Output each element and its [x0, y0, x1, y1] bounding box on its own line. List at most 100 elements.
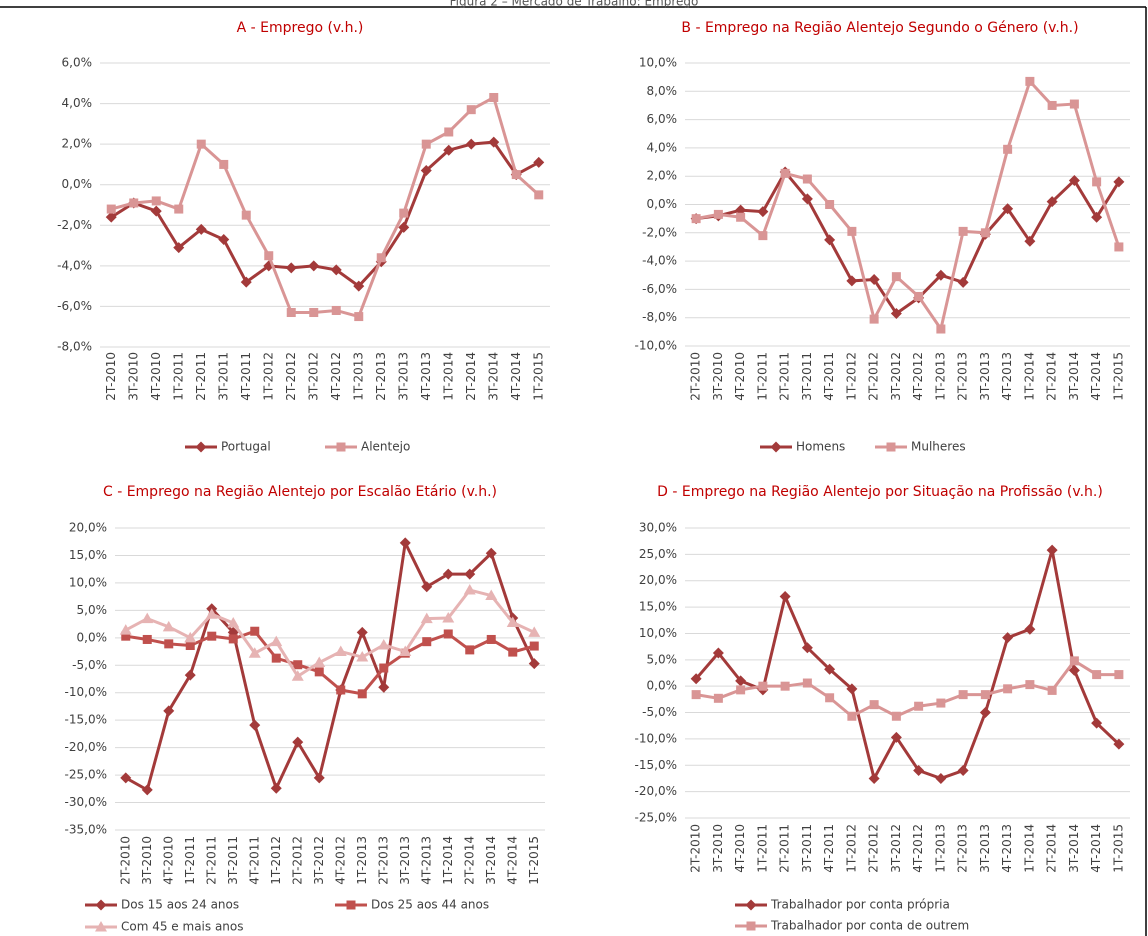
- x-tick-label: 2T-2011: [194, 352, 208, 401]
- data-point: [195, 223, 207, 235]
- x-tick-label: 3T-2010: [711, 352, 725, 401]
- data-point: [758, 681, 768, 691]
- legend-label: Trabalhador por conta de outrem: [770, 919, 969, 933]
- y-tick-label: -6,0%: [57, 299, 92, 313]
- data-point: [227, 616, 240, 628]
- data-point: [142, 634, 152, 644]
- data-point: [240, 276, 252, 288]
- x-tick-label: 2T-2011: [778, 824, 792, 873]
- data-point: [264, 251, 274, 261]
- data-point: [270, 782, 282, 794]
- y-tick-label: -35,0%: [65, 823, 107, 837]
- data-point: [356, 651, 369, 662]
- data-point: [980, 228, 990, 238]
- data-point: [802, 174, 812, 184]
- data-point: [443, 144, 455, 156]
- data-point: [163, 705, 175, 717]
- x-tick-label: 4T-2014: [509, 352, 523, 401]
- data-point: [713, 693, 723, 703]
- data-point: [141, 784, 153, 796]
- legend-label: Mulheres: [911, 440, 966, 454]
- data-point: [1046, 196, 1058, 208]
- data-point: [420, 165, 432, 177]
- x-tick-label: 1T-2012: [844, 352, 858, 401]
- chart-title: C - Emprego na Região Alentejo por Escal…: [103, 484, 497, 500]
- data-point: [241, 210, 251, 220]
- data-point: [120, 772, 132, 784]
- data-point: [442, 612, 455, 623]
- data-point: [958, 226, 968, 236]
- data-point: [249, 719, 261, 731]
- data-point: [421, 581, 433, 593]
- data-point: [824, 663, 836, 675]
- y-tick-label: 20,0%: [639, 573, 677, 587]
- data-point: [196, 139, 206, 149]
- data-point: [1092, 670, 1102, 680]
- data-point: [533, 156, 545, 168]
- legend-label: Trabalhador por conta própria: [770, 898, 950, 912]
- data-point: [1091, 211, 1103, 223]
- y-tick-label: 15,0%: [69, 548, 107, 562]
- data-point: [529, 641, 539, 651]
- x-tick-label: 2T-2012: [290, 836, 304, 885]
- legend-marker: [195, 441, 207, 453]
- x-tick-label: 2T-2012: [867, 824, 881, 873]
- x-tick-label: 3T-2013: [398, 836, 412, 885]
- data-point: [1025, 76, 1035, 86]
- data-point: [1047, 685, 1057, 695]
- data-point: [935, 772, 947, 784]
- data-point: [846, 275, 858, 287]
- x-tick-label: 4T-2014: [1089, 352, 1103, 401]
- x-tick-label: 2T-2010: [689, 352, 703, 401]
- x-tick-label: 1T-2014: [1022, 824, 1036, 873]
- series-line: [695, 169, 1121, 316]
- y-tick-label: 30,0%: [639, 521, 677, 535]
- data-point: [399, 537, 411, 549]
- x-tick-label: 3T-2011: [800, 352, 814, 401]
- x-tick-label: 3T-2014: [1067, 824, 1081, 873]
- x-tick-label: 1T-2013: [351, 352, 365, 401]
- legend-label: Portugal: [221, 440, 271, 454]
- data-point: [313, 772, 325, 784]
- series-line: [125, 588, 535, 679]
- data-point: [890, 307, 902, 319]
- x-tick-label: 4T-2012: [911, 352, 925, 401]
- data-point: [106, 204, 116, 214]
- x-tick-label: 1T-2013: [355, 836, 369, 885]
- x-tick-label: 1T-2012: [844, 824, 858, 873]
- data-point: [691, 690, 701, 700]
- x-tick-label: 2T-2011: [204, 836, 218, 885]
- data-point: [1025, 680, 1035, 690]
- data-point: [105, 211, 117, 223]
- legend-marker: [346, 900, 356, 910]
- data-point: [421, 139, 431, 149]
- series-line: [125, 537, 536, 793]
- y-tick-label: -25,0%: [65, 768, 107, 782]
- x-tick-label: 4T-2013: [1000, 824, 1014, 873]
- x-tick-label: 4T-2011: [822, 352, 836, 401]
- data-point: [377, 638, 390, 650]
- data-point: [293, 660, 303, 670]
- x-tick-label: 3T-2012: [889, 352, 903, 401]
- series-line: [110, 140, 540, 289]
- x-tick-label: 3T-2010: [140, 836, 154, 885]
- data-point: [824, 234, 836, 246]
- y-tick-label: 10,0%: [639, 626, 677, 640]
- data-point: [758, 231, 768, 241]
- data-point: [1068, 174, 1080, 186]
- x-tick-label: 2T-2010: [104, 352, 118, 401]
- y-tick-label: 0,0%: [62, 177, 93, 191]
- data-point: [957, 765, 969, 777]
- data-point: [173, 242, 185, 254]
- y-tick-label: -10,0%: [65, 685, 107, 699]
- x-tick-label: 4T-2014: [1089, 824, 1103, 873]
- data-point: [119, 624, 132, 635]
- data-point: [184, 669, 196, 681]
- data-point: [422, 637, 432, 647]
- legend-label: Dos 25 aos 44 anos: [371, 898, 489, 912]
- x-tick-label: 1T-2012: [261, 352, 275, 401]
- data-point: [151, 196, 161, 206]
- y-tick-label: 2,0%: [647, 169, 678, 183]
- y-tick-label: 0,0%: [647, 197, 678, 211]
